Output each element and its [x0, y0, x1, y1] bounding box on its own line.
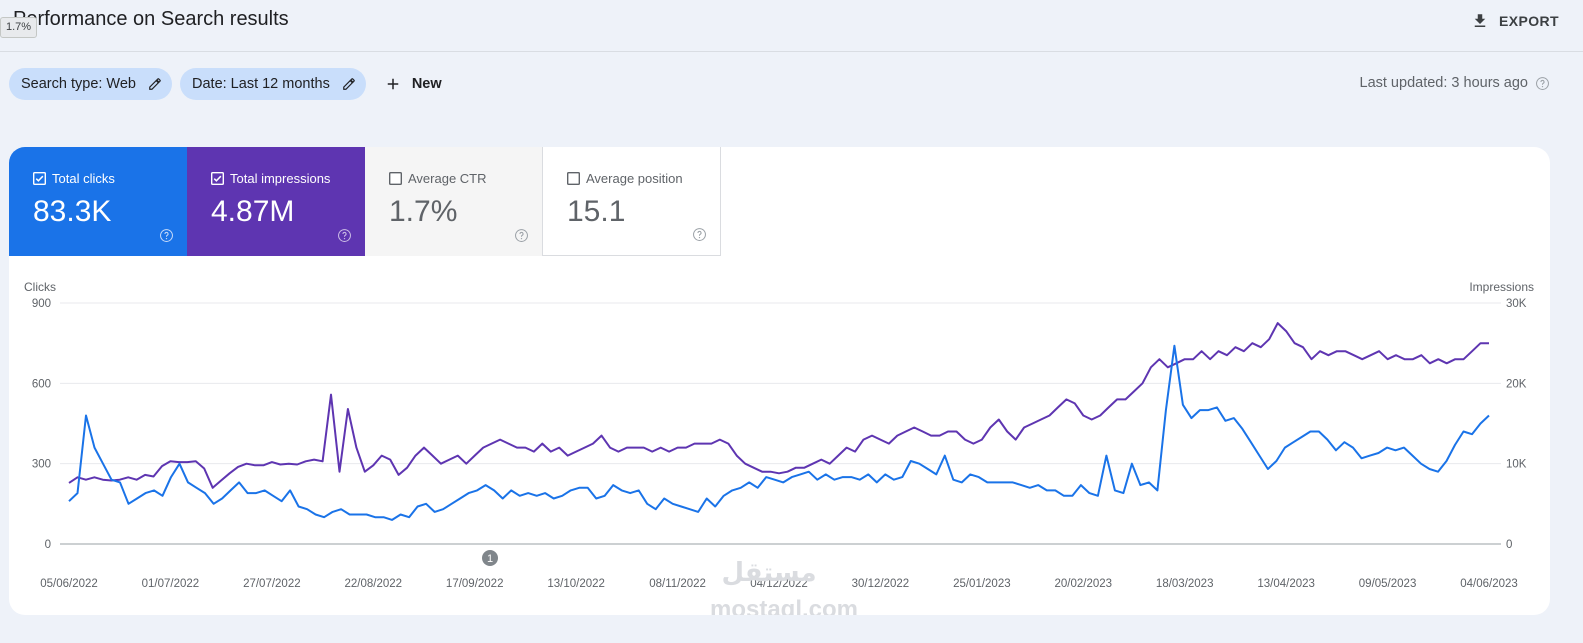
watermark-arabic: مستقل: [721, 557, 816, 587]
value-tooltip: 1.7%: [0, 17, 38, 38]
date-chip[interactable]: Date: Last 12 months: [180, 68, 366, 100]
annotation-circle[interactable]: [482, 550, 498, 566]
pencil-icon: [149, 78, 161, 90]
metric-label: Average position: [586, 171, 683, 186]
x-tick: 25/01/2023: [953, 578, 1011, 590]
metric-value: 83.3K: [33, 195, 112, 228]
search-type-label: Search type: Web: [21, 76, 136, 92]
performance-chart[interactable]: Clicks Impressions 900 600 300 0 30K 20K 10K 0…: [9, 147, 1550, 615]
chart-grid: [60, 302, 1501, 545]
y-tick-left: 0: [45, 539, 51, 551]
help-icon[interactable]: [514, 228, 529, 243]
last-updated-text: Last updated: 3 hours ago: [1359, 75, 1529, 91]
help-icon[interactable]: [692, 227, 707, 242]
x-tick: 01/07/2022: [142, 578, 200, 590]
y-tick-right: 30K: [1506, 298, 1527, 310]
metric-label: Total clicks: [52, 171, 115, 186]
x-tick: 18/03/2023: [1156, 578, 1214, 590]
page-header: Performance on Search results 1.7% EXPOR…: [0, 0, 1583, 52]
x-tick: 30/12/2022: [852, 578, 910, 590]
download-icon: [1474, 14, 1486, 27]
plus-icon: [387, 78, 399, 90]
y-tick-right: 20K: [1506, 378, 1527, 390]
x-ticks: 05/06/2022 01/07/2022 27/07/2022 22/08/2022…: [40, 578, 1518, 590]
metric-label: Total impressions: [230, 171, 331, 186]
search-type-chip[interactable]: Search type: Web: [9, 68, 172, 100]
metric-average-position[interactable]: Average position 15.1: [543, 147, 721, 256]
x-tick: 13/04/2023: [1257, 578, 1315, 590]
x-tick: 27/07/2022: [243, 578, 301, 590]
help-icon[interactable]: [1535, 76, 1550, 91]
help-icon[interactable]: [159, 228, 174, 243]
right-axis-title: Impressions: [1469, 280, 1534, 294]
last-updated: Last updated: 3 hours ago: [1360, 75, 1551, 91]
watermark: مستقل mostaql.com: [710, 557, 858, 615]
x-tick: 04/12/2022: [750, 578, 808, 590]
y-tick-left: 300: [32, 459, 51, 471]
help-icon[interactable]: [337, 228, 352, 243]
metric-value: 15.1: [567, 195, 626, 228]
left-axis-title: Clicks: [24, 280, 56, 294]
metric-total-impressions[interactable]: Total impressions 4.87M: [187, 147, 365, 256]
page-title: Performance on Search results: [13, 8, 289, 30]
x-tick: 04/06/2023: [1460, 578, 1518, 590]
pencil-icon: [342, 78, 355, 90]
watermark-latin: mostaql.com: [710, 596, 858, 615]
x-tick: 22/08/2022: [345, 578, 403, 590]
x-tick: 08/11/2022: [649, 578, 706, 590]
annotation-number: 1: [487, 553, 493, 565]
left-y-ticks: 900 600 300 0: [32, 298, 51, 551]
series-line-clicks: [68, 344, 1490, 521]
performance-card: Total clicks 83.3K Total impressions 4.8…: [9, 147, 1550, 615]
y-tick-left: 900: [32, 298, 51, 310]
checkbox-icon[interactable]: [389, 172, 402, 185]
filter-bar: Search type: Web Date: Last 12 months Ne…: [9, 68, 442, 100]
chart-series: [68, 322, 1490, 521]
export-label: EXPORT: [1499, 13, 1559, 29]
checkbox-icon[interactable]: [567, 172, 580, 185]
metric-value: 1.7%: [389, 195, 458, 228]
x-tick: 13/10/2022: [547, 578, 605, 590]
metric-average-ctr[interactable]: Average CTR 1.7%: [365, 147, 543, 256]
metric-value: 4.87M: [211, 195, 295, 228]
right-y-ticks: 30K 20K 10K 0: [1506, 298, 1527, 551]
x-tick: 09/05/2023: [1359, 578, 1417, 590]
y-tick-right: 10K: [1506, 459, 1527, 471]
checkbox-checked-icon[interactable]: [33, 172, 46, 185]
metric-total-clicks[interactable]: Total clicks 83.3K: [9, 147, 187, 256]
new-label: New: [411, 76, 442, 92]
checkbox-checked-icon[interactable]: [211, 172, 224, 185]
new-filter-button[interactable]: New: [384, 75, 442, 93]
x-tick: 17/09/2022: [446, 578, 504, 590]
annotation-marker[interactable]: 1: [482, 550, 498, 566]
export-button[interactable]: EXPORT: [1471, 8, 1559, 34]
date-label: Date: Last 12 months: [192, 76, 330, 92]
series-line-impressions: [68, 322, 1489, 489]
metric-label: Average CTR: [408, 171, 487, 186]
x-tick: 20/02/2023: [1055, 578, 1113, 590]
x-tick: 05/06/2022: [40, 578, 98, 590]
y-tick-left: 600: [32, 378, 51, 390]
y-tick-right: 0: [1506, 539, 1512, 551]
